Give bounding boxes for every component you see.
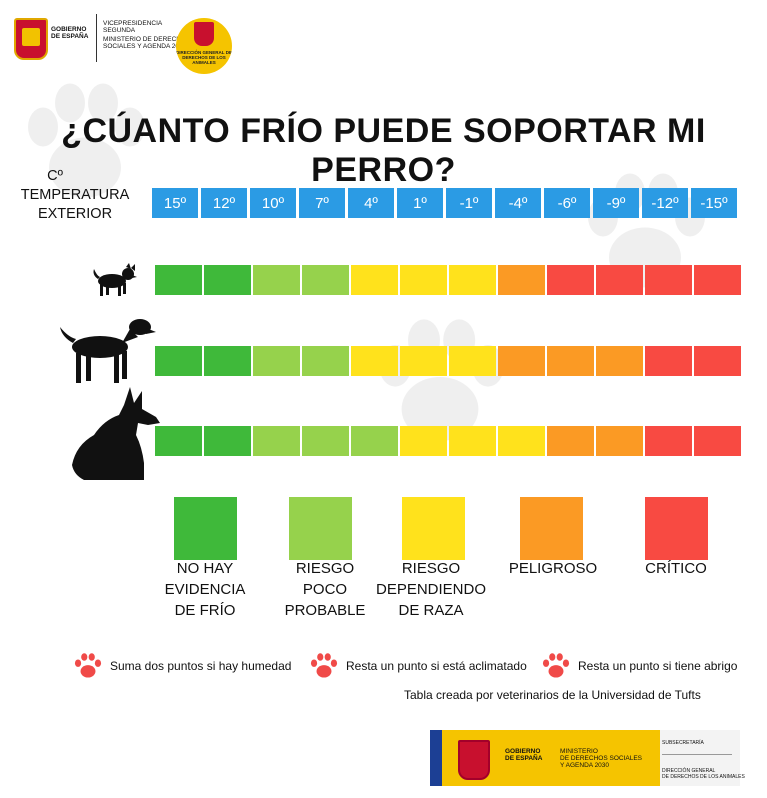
risk-row-medium-dog (155, 346, 743, 376)
temperature-cell: 7º (299, 188, 345, 218)
temperature-row: 15º 12º 10º 7º 4º 1º -1º -4º -6º -9º -12º -15º (152, 188, 740, 218)
temperature-cell: -15º (691, 188, 737, 218)
risk-cell-breed (400, 346, 447, 376)
temperature-cell: -4º (495, 188, 541, 218)
risk-cell-none (204, 346, 251, 376)
ministerio-text: MINISTERIO DE DERECHOS SOCIALES Y AGENDA… (103, 36, 191, 50)
risk-cell-unlikely (253, 265, 300, 295)
dg-logo-text: DIRECCIÓN GENERAL DE DERECHOS DE LOS ANI… (176, 50, 232, 65)
footer-logo: GOBIERNO DE ESPAÑA MINISTERIO DE DERECHO… (430, 730, 745, 786)
coat-of-arms-icon (194, 22, 214, 46)
legend-label-breed: RIESGO DEPENDIENDO DE RAZA (375, 560, 487, 619)
risk-cell-danger (498, 346, 545, 376)
footer-divider (662, 754, 732, 755)
note-item: Suma dos puntos si hay humedad (72, 652, 291, 680)
risk-cell-critical (645, 426, 692, 456)
risk-row-large-dog (155, 426, 743, 456)
temperature-label-line1: TEMPERATURA (20, 187, 130, 203)
legend-swatch-none (174, 497, 237, 560)
temperature-label-line2: EXTERIOR (37, 206, 113, 222)
paw-icon (308, 652, 340, 680)
large-dog-icon (64, 385, 164, 485)
small-dog-icon (90, 263, 138, 297)
note-item: Resta un punto si está aclimatado (308, 652, 527, 680)
medium-dog-icon (58, 315, 158, 385)
temperature-cell: 4º (348, 188, 394, 218)
legend-label-none: NO HAY EVIDENCIA DE FRÍO (164, 560, 246, 619)
temperature-label: Cº TEMPERATURA EXTERIOR (20, 167, 130, 224)
risk-cell-unlikely (302, 265, 349, 295)
risk-cell-none (155, 265, 202, 295)
legend-label-danger: PELIGROSO (508, 560, 598, 577)
eu-flag-stripe (430, 730, 442, 786)
risk-cell-unlikely (253, 426, 300, 456)
legend-label-critical: CRÍTICO (645, 560, 707, 577)
credit-text: Tabla creada por veterinarios de la Univ… (404, 688, 701, 702)
temperature-cell: 15º (152, 188, 198, 218)
legend-swatch-unlikely (289, 497, 352, 560)
note-text: Suma dos puntos si hay humedad (110, 659, 292, 673)
temperature-unit: Cº (47, 168, 63, 184)
paw-icon (540, 652, 572, 680)
risk-cell-breed (449, 426, 496, 456)
note-text: Resta un punto si está aclimatado (346, 659, 527, 673)
risk-cell-danger (596, 426, 643, 456)
risk-cell-breed (449, 346, 496, 376)
footer-direccion-text: DIRECCIÓN GENERAL DE DERECHOS DE LOS ANI… (662, 768, 745, 780)
risk-cell-critical (694, 426, 741, 456)
risk-cell-critical (596, 265, 643, 295)
header-divider (96, 14, 97, 62)
note-item: Resta un punto si tiene abrigo (540, 652, 737, 680)
legend-swatch-critical (645, 497, 708, 560)
risk-cell-breed (449, 265, 496, 295)
legend-label-unlikely: RIESGO POCO PROBABLE (284, 560, 366, 619)
temperature-cell: 12º (201, 188, 247, 218)
risk-cell-breed (400, 265, 447, 295)
gobierno-logo: GOBIERNO DE ESPAÑA (14, 18, 88, 60)
risk-cell-breed (351, 265, 398, 295)
note-text: Resta un punto si tiene abrigo (578, 659, 738, 673)
paw-decoration-icon (10, 70, 160, 220)
risk-cell-critical (694, 265, 741, 295)
risk-cell-unlikely (302, 426, 349, 456)
risk-cell-unlikely (302, 346, 349, 376)
paw-icon (72, 652, 104, 680)
risk-cell-none (155, 346, 202, 376)
risk-cell-danger (498, 265, 545, 295)
risk-cell-critical (547, 265, 594, 295)
temperature-cell: -1º (446, 188, 492, 218)
risk-cell-unlikely (351, 426, 398, 456)
page-title: ¿CÚANTO FRÍO PUEDE SOPORTAR MI PERRO? (61, 112, 706, 189)
temperature-cell: 1º (397, 188, 443, 218)
footer-subsecretaria-text: SUBSECRETARÍA (662, 740, 704, 746)
coat-of-arms-icon (458, 740, 490, 780)
temperature-cell: 10º (250, 188, 296, 218)
risk-cell-unlikely (253, 346, 300, 376)
risk-cell-critical (645, 346, 692, 376)
temperature-cell: -9º (593, 188, 639, 218)
footer-gobierno-text: GOBIERNO DE ESPAÑA (505, 748, 543, 762)
dg-animales-logo: DIRECCIÓN GENERAL DE DERECHOS DE LOS ANI… (176, 18, 232, 74)
temperature-cell: -6º (544, 188, 590, 218)
gobierno-text: GOBIERNO DE ESPAÑA (51, 26, 89, 40)
temperature-cell: -12º (642, 188, 688, 218)
risk-row-small-dog (155, 265, 743, 295)
risk-cell-critical (645, 265, 692, 295)
ministry-text: VICEPRESIDENCIA SEGUNDA MINISTERIO DE DE… (103, 20, 193, 50)
legend-swatch-breed (402, 497, 465, 560)
risk-cell-none (155, 426, 202, 456)
vicepresidencia-text: VICEPRESIDENCIA SEGUNDA (103, 20, 162, 34)
risk-cell-danger (547, 426, 594, 456)
risk-cell-danger (596, 346, 643, 376)
risk-cell-critical (694, 346, 741, 376)
risk-cell-breed (351, 346, 398, 376)
risk-cell-none (204, 426, 251, 456)
footer-ministerio-text: MINISTERIO DE DERECHOS SOCIALES Y AGENDA… (560, 748, 642, 769)
legend-swatch-danger (520, 497, 583, 560)
risk-cell-breed (498, 426, 545, 456)
risk-cell-breed (400, 426, 447, 456)
coat-of-arms-icon (14, 18, 48, 60)
risk-cell-danger (547, 346, 594, 376)
risk-cell-none (204, 265, 251, 295)
